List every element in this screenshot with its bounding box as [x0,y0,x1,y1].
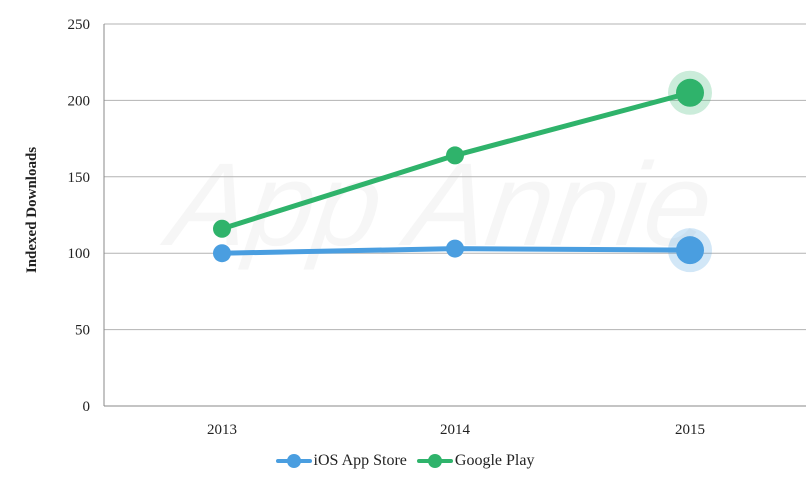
data-point-google-play[interactable] [446,146,464,165]
y-tick-label: 0 [83,399,91,415]
series-group [213,70,712,273]
x-tick-label: 2015 [675,422,705,438]
data-point-ios[interactable] [213,244,231,263]
legend: iOS App Store Google Play [0,447,810,475]
data-point-google-play[interactable] [676,78,704,107]
x-tick-label: 2014 [440,422,471,438]
y-tick-label: 50 [75,323,90,339]
y-tick-label: 200 [68,93,91,109]
y-tick-label: 250 [68,17,91,33]
data-point-ios[interactable] [446,239,464,258]
legend-item-google-play[interactable]: Google Play [416,452,535,470]
y-axis-label: Indexed Downloads [24,147,40,273]
legend-label-google-play: Google Play [454,452,535,469]
legend-label-ios: iOS App Store [313,452,407,469]
data-point-google-play[interactable] [213,219,231,238]
legend-swatch-google-play [416,454,453,468]
y-tick-label: 100 [68,246,91,262]
y-tick-labels: 0 50 100 150 200 250 [68,17,91,415]
y-tick-label: 150 [68,170,91,186]
data-point-ios[interactable] [676,236,704,265]
legend-item-ios[interactable]: iOS App Store [275,452,407,470]
x-tick-labels: 2013 2014 2015 [207,422,705,438]
legend-swatch-ios [275,454,312,468]
x-tick-label: 2013 [207,422,237,438]
